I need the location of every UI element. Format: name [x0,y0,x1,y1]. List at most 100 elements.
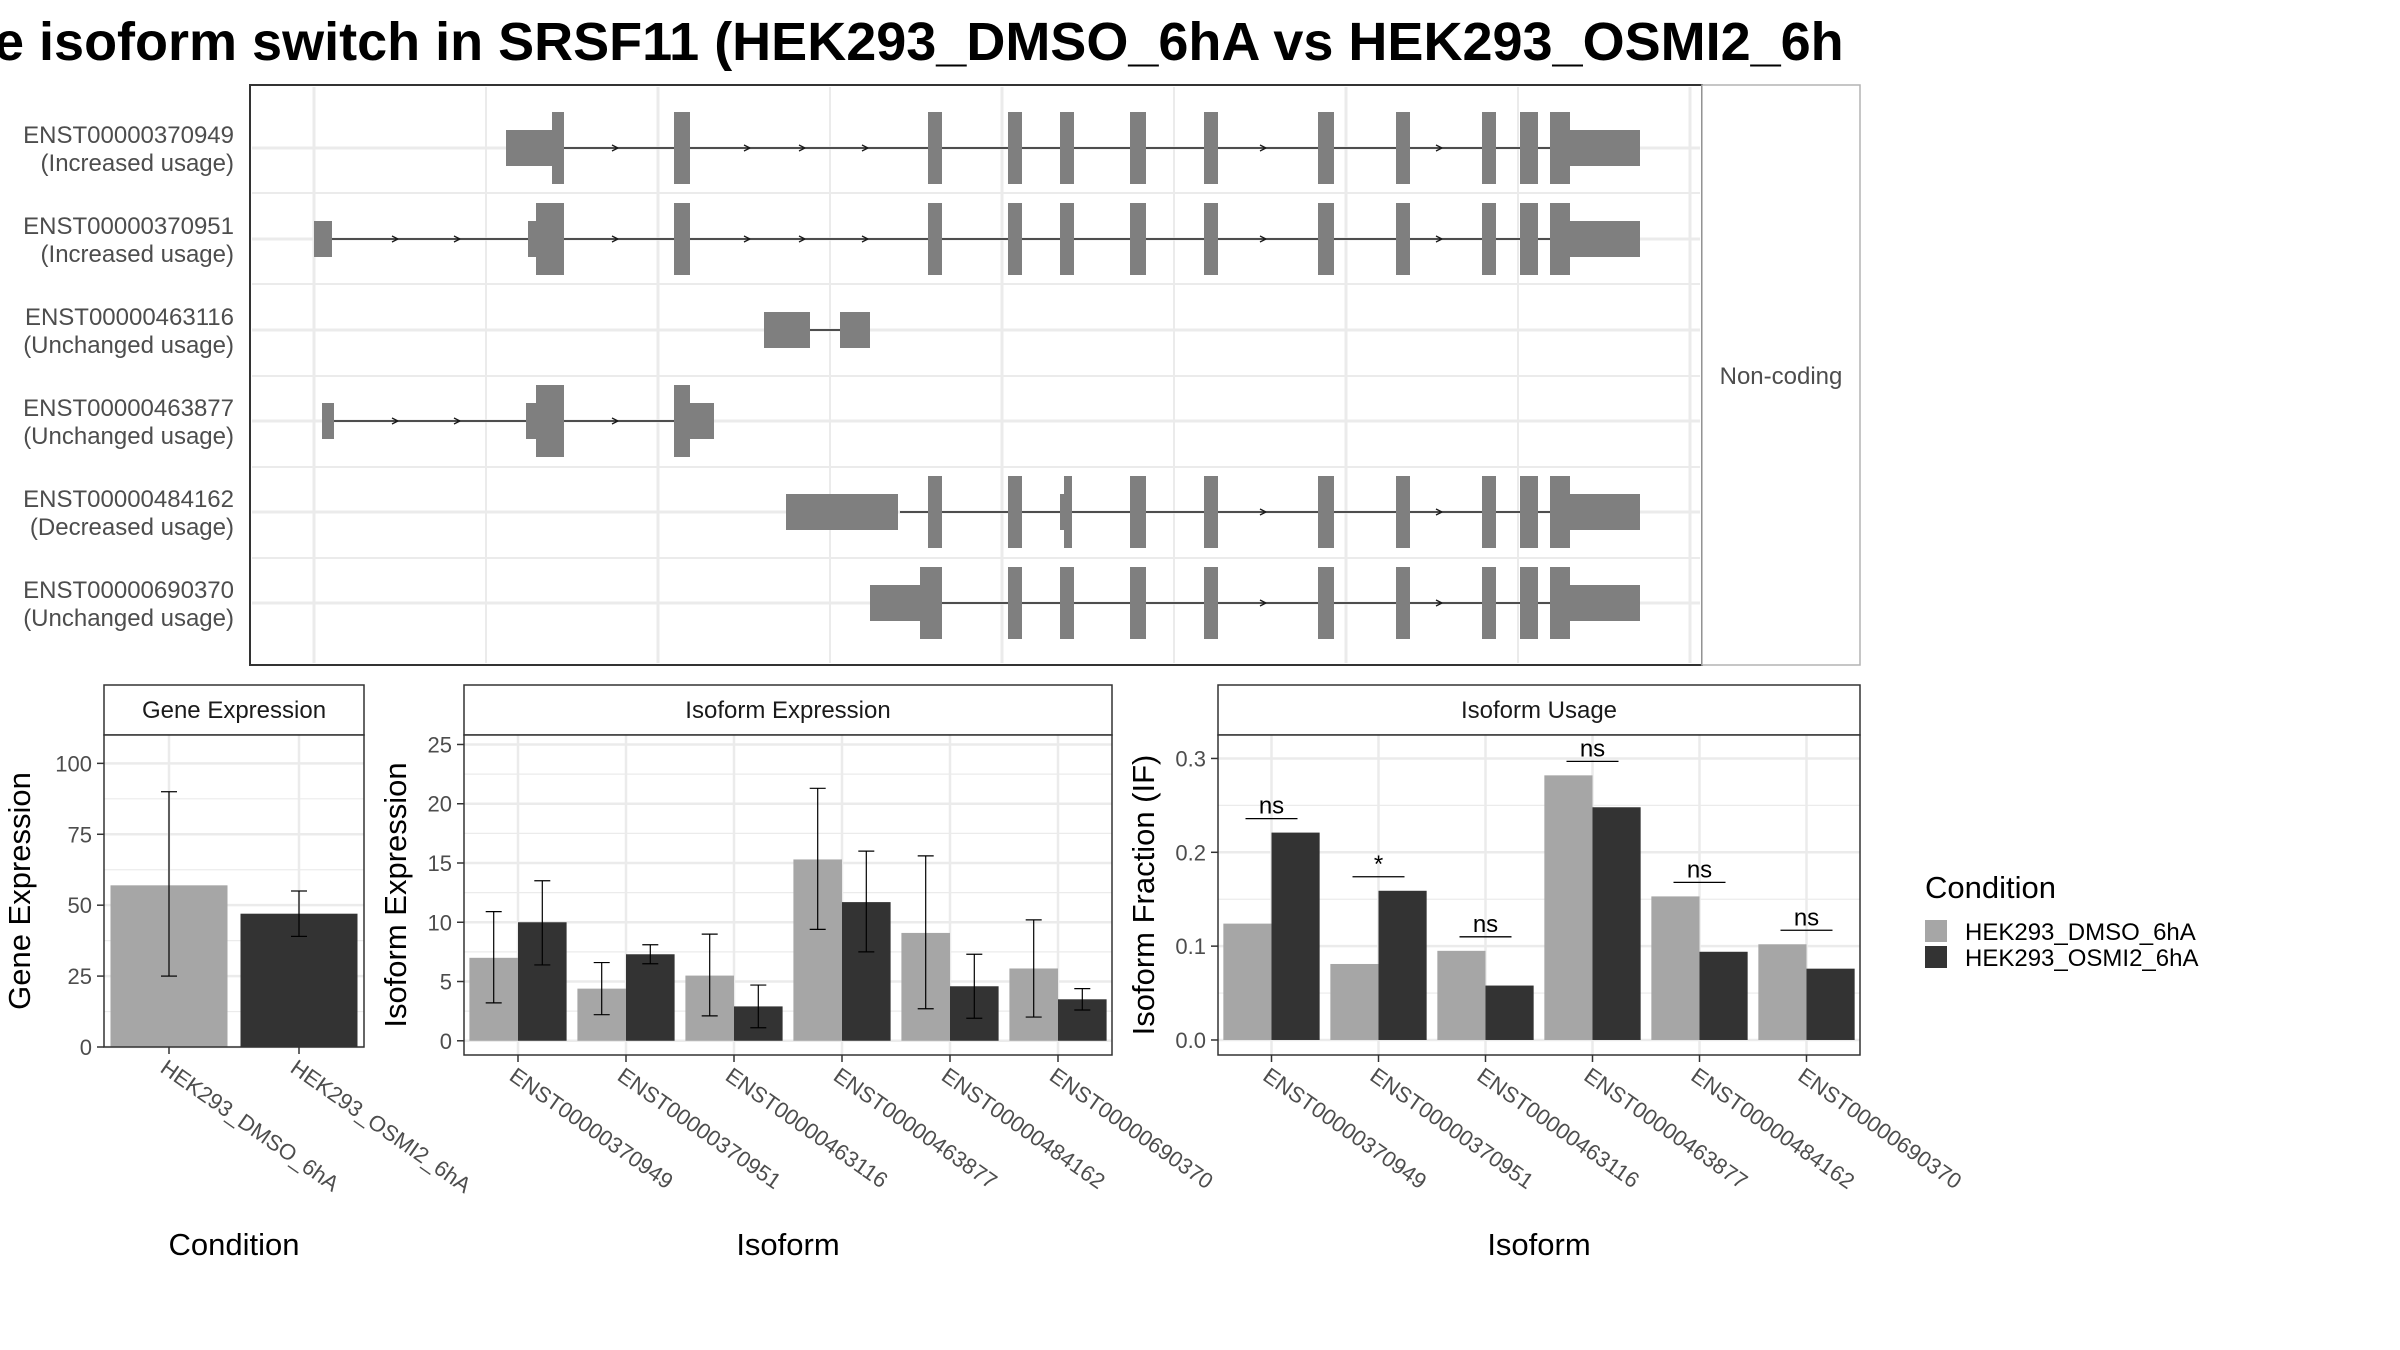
significance-label: * [1374,851,1383,878]
intron-arrow [1259,599,1268,607]
coding-exon [1064,476,1072,548]
coding-exon [1520,203,1538,275]
intron-arrow [611,417,620,425]
panel-strip [463,684,1113,736]
coding-exon [536,203,564,275]
utr-exon [322,403,334,439]
structure-rows [314,112,1640,639]
isoform-expression-panel: Isoform Expression0510152025ENST00000370… [378,684,1218,1262]
transcript-row-1 [506,112,1640,184]
coding-exon [1008,476,1022,548]
isoform-row-usage: (Unchanged usage) [23,332,234,359]
y-tick-label: 5 [440,970,452,995]
isoform-row-labels: ENST00000370949(Increased usage) ENST0000… [23,122,234,632]
panel-strip-title: Isoform Usage [1461,697,1617,724]
intron-arrow [1259,508,1268,516]
coding-exon [928,203,942,275]
coding-exon [1318,567,1334,639]
significance-label: ns [1687,856,1712,883]
utr-exon [786,494,898,530]
transcript-row-3 [764,312,870,348]
bar [1330,963,1379,1040]
isoform-row-id: ENST00000463877 [23,395,234,422]
plot-border [463,734,1113,1056]
bar [1806,968,1855,1040]
intron-arrow [743,235,752,243]
intron-arrow [861,144,870,152]
isoform-row-usage: (Unchanged usage) [23,605,234,632]
coding-exon [1396,112,1410,184]
y-tick-label: 25 [428,732,452,757]
panel-strip-title: Isoform Expression [685,697,890,724]
isoform-row-usage: (Increased usage) [41,150,234,177]
y-tick-label: 0.0 [1175,1028,1206,1053]
intron-arrow [1259,235,1268,243]
coding-exon [1204,203,1218,275]
y-tick-label: 0.3 [1175,746,1206,771]
significance-label: ns [1794,904,1819,931]
intron-arrow [1435,235,1444,243]
figure-title: e isoform switch in SRSF11 (HEK293_DMSO_… [0,12,1844,72]
coding-exon [1130,476,1146,548]
intron-arrow [611,144,620,152]
coding-exon [1520,112,1538,184]
transcript-row-6 [870,567,1640,639]
utr-exon [1570,585,1640,621]
intron-arrow [453,235,462,243]
y-axis-title: Isoform Expression [378,762,413,1027]
coding-exon [1550,112,1570,184]
intron-arrow [743,144,752,152]
legend: Condition HEK293_DMSO_6hA HEK293_OSMI2_6… [1925,870,2198,972]
significance-label: ns [1580,735,1605,762]
coding-exon [1482,476,1496,548]
utr-exon [314,221,332,257]
coding-exon [1482,112,1496,184]
y-axis-title: Gene Expression [2,772,37,1010]
non-coding-strip-label: Non-coding [1720,363,1843,390]
coding-exon [1396,203,1410,275]
isoform-row-id: ENST00000463116 [25,304,234,331]
bar [1544,775,1593,1040]
coding-exon [674,385,690,457]
coding-exon [1550,203,1570,275]
intron-arrow [1435,599,1444,607]
isoform-row-id: ENST00000484162 [23,486,234,513]
isoform-usage-panel: Isoform Usagens*nsnsnsns0.00.10.20.3ENST… [1126,684,1966,1262]
coding-exon [1130,203,1146,275]
coding-exon [920,567,942,639]
intron-arrow [611,235,620,243]
bar [1758,944,1807,1040]
bars [110,791,358,1047]
utr-exon [1570,494,1640,530]
y-tick-label: 20 [428,792,452,817]
coding-exon [1520,476,1538,548]
y-tick-label: 15 [428,851,452,876]
coding-exon [536,385,564,457]
intron-arrow [798,144,807,152]
plot-border [1217,734,1861,1056]
plot-area [1218,735,1860,1055]
isoform-row-id: ENST00000370949 [23,122,234,149]
panel-strip [103,684,365,736]
coding-exon [1008,203,1022,275]
coding-exon [928,476,942,548]
transcript-row-2 [314,203,1640,275]
legend-key-osmi [1925,946,1947,968]
y-tick-label: 50 [68,893,92,918]
coding-exon [1396,567,1410,639]
intron-arrow [1435,508,1444,516]
utr-exon [1570,221,1640,257]
intron-arrow [798,235,807,243]
legend-key-dmso [1925,920,1947,942]
plot-area [464,735,1112,1055]
x-axis-title: Isoform [736,1227,839,1262]
utr-exon [764,312,810,348]
coding-exon [552,112,564,184]
intron-arrow [861,235,870,243]
utr-exon [526,403,538,439]
coding-exon [674,112,690,184]
coding-exon [1318,112,1334,184]
y-axis-title: Isoform Fraction (IF) [1126,755,1161,1036]
y-tick-label: 0 [440,1029,452,1054]
y-tick-label: 0.2 [1175,840,1206,865]
